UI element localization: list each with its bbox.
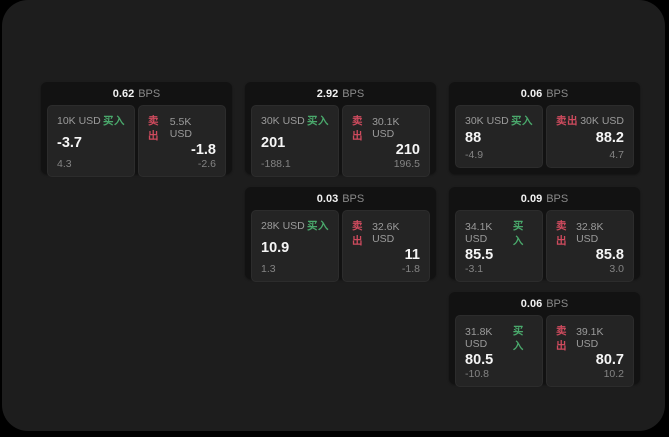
buy-size: 10K USD (57, 114, 101, 127)
sell-panel[interactable]: 卖出 32.6K USD 11 -1.8 (342, 210, 430, 282)
sell-sub-value: 196.5 (393, 157, 420, 170)
sell-size: 30.1K USD (372, 116, 400, 140)
sell-panel[interactable]: 卖出 30K USD 88.2 4.7 (546, 105, 634, 168)
spread-header: 0.06 BPS (449, 82, 640, 105)
quote-card: 0.06 BPS 31.8K USD 买入 80.5 -10.8 卖出 39.1… (449, 292, 640, 387)
bps-unit-label: BPS (546, 297, 569, 310)
quote-body: 30K USD 买入 201 -188.1 卖出 30.1K USD 210 1… (251, 105, 430, 177)
buy-price: 10.9 (261, 239, 290, 256)
spread-value: 0.09 (520, 192, 543, 205)
spread-value: 0.03 (316, 192, 339, 205)
buy-panel[interactable]: 31.8K USD 买入 80.5 -10.8 (455, 315, 543, 387)
spread-header: 0.03 BPS (245, 187, 436, 210)
buy-panel[interactable]: 34.1K USD 买入 85.5 -3.1 (455, 210, 543, 282)
buy-price: 88 (465, 130, 482, 147)
bps-unit-label: BPS (342, 87, 365, 100)
sell-panel[interactable]: 卖出 5.5K USD -1.8 -2.6 (138, 105, 226, 177)
sell-size: 5.5K USD (169, 116, 192, 140)
bps-unit-label: BPS (138, 87, 161, 100)
quote-body: 34.1K USD 买入 85.5 -3.1 卖出 32.8K USD 85.8… (455, 210, 634, 282)
buy-size: 31.8K USD (465, 326, 493, 350)
spread-header: 0.62 BPS (41, 82, 232, 105)
sell-size: 32.8K USD (576, 221, 604, 245)
sell-price: 88.2 (595, 130, 624, 147)
buy-panel[interactable]: 10K USD 买入 -3.7 4.3 (47, 105, 135, 177)
quote-card-grid: 0.62 BPS 10K USD 买入 -3.7 4.3 卖出 5.5K USD (41, 82, 640, 387)
sell-panel[interactable]: 卖出 30.1K USD 210 196.5 (342, 105, 430, 177)
buy-price: 201 (261, 134, 286, 151)
sell-badge[interactable]: 卖出 (556, 325, 567, 352)
quote-card: 0.03 BPS 28K USD 买入 10.9 1.3 卖出 32.6K US… (245, 187, 436, 282)
buy-badge[interactable]: 买入 (307, 220, 329, 232)
sell-badge[interactable]: 卖出 (556, 115, 578, 127)
buy-panel[interactable]: 30K USD 买入 201 -188.1 (251, 105, 339, 177)
buy-badge[interactable]: 买入 (103, 115, 125, 127)
sell-sub-value: 3.0 (609, 262, 624, 275)
buy-badge[interactable]: 买入 (511, 115, 533, 127)
sell-price: 85.8 (595, 247, 624, 263)
spread-value: 0.06 (520, 297, 543, 310)
spread-header: 0.09 BPS (449, 187, 640, 210)
buy-badge[interactable]: 买入 (307, 115, 329, 127)
buy-price: 85.5 (465, 247, 494, 263)
sell-sub-value: -2.6 (197, 157, 216, 170)
quote-body: 31.8K USD 买入 80.5 -10.8 卖出 39.1K USD 80.… (455, 315, 634, 387)
spread-value: 2.92 (316, 87, 339, 100)
buy-sub-value: -188.1 (261, 157, 291, 170)
quote-body: 30K USD 买入 88 -4.9 卖出 30K USD 88.2 4.7 (455, 105, 634, 168)
sell-badge[interactable]: 卖出 (556, 220, 567, 247)
sell-badge[interactable]: 卖出 (148, 115, 159, 142)
sell-price: 11 (404, 247, 420, 263)
sell-panel[interactable]: 卖出 39.1K USD 80.7 10.2 (546, 315, 634, 387)
sell-price: -1.8 (191, 142, 216, 158)
buy-sub-value: 1.3 (261, 262, 276, 275)
buy-size: 30K USD (261, 114, 305, 127)
quote-card: 0.09 BPS 34.1K USD 买入 85.5 -3.1 卖出 32.8K… (449, 187, 640, 282)
buy-badge[interactable]: 买入 (512, 220, 524, 247)
buy-size: 28K USD (261, 219, 305, 232)
buy-price: -3.7 (57, 134, 82, 151)
buy-panel[interactable]: 28K USD 买入 10.9 1.3 (251, 210, 339, 282)
sell-badge[interactable]: 卖出 (352, 115, 363, 142)
buy-size: 30K USD (465, 114, 509, 127)
sell-sub-value: 10.2 (603, 367, 624, 380)
sell-price: 80.7 (595, 352, 624, 368)
bps-unit-label: BPS (342, 192, 365, 205)
buy-price: 80.5 (465, 352, 494, 368)
spread-header: 2.92 BPS (245, 82, 436, 105)
app-canvas: 0.62 BPS 10K USD 买入 -3.7 4.3 卖出 5.5K USD (2, 0, 665, 431)
buy-sub-value: -3.1 (465, 262, 484, 275)
spread-value: 0.06 (520, 87, 543, 100)
quote-card: 0.06 BPS 30K USD 买入 88 -4.9 卖出 30K USD (449, 82, 640, 174)
buy-sub-value: 4.3 (57, 157, 72, 170)
buy-badge[interactable]: 买入 (512, 325, 524, 352)
quote-body: 10K USD 买入 -3.7 4.3 卖出 5.5K USD -1.8 -2.… (47, 105, 226, 177)
buy-sub-value: -4.9 (465, 149, 484, 161)
spread-header: 0.06 BPS (449, 292, 640, 315)
bps-unit-label: BPS (546, 192, 569, 205)
sell-size: 39.1K USD (576, 326, 604, 350)
spread-value: 0.62 (112, 87, 135, 100)
quote-card: 0.62 BPS 10K USD 买入 -3.7 4.3 卖出 5.5K USD (41, 82, 232, 177)
buy-sub-value: -10.8 (465, 367, 489, 380)
buy-size: 34.1K USD (465, 221, 493, 245)
sell-size: 32.6K USD (372, 221, 400, 245)
sell-sub-value: 4.7 (609, 149, 624, 161)
sell-panel[interactable]: 卖出 32.8K USD 85.8 3.0 (546, 210, 634, 282)
buy-panel[interactable]: 30K USD 买入 88 -4.9 (455, 105, 543, 168)
sell-sub-value: -1.8 (401, 262, 420, 275)
bps-unit-label: BPS (546, 87, 569, 100)
sell-price: 210 (395, 142, 420, 158)
sell-badge[interactable]: 卖出 (352, 220, 363, 247)
sell-size: 30K USD (580, 114, 624, 127)
quote-card: 2.92 BPS 30K USD 买入 201 -188.1 卖出 30.1K … (245, 82, 436, 177)
quote-body: 28K USD 买入 10.9 1.3 卖出 32.6K USD 11 -1.8 (251, 210, 430, 282)
